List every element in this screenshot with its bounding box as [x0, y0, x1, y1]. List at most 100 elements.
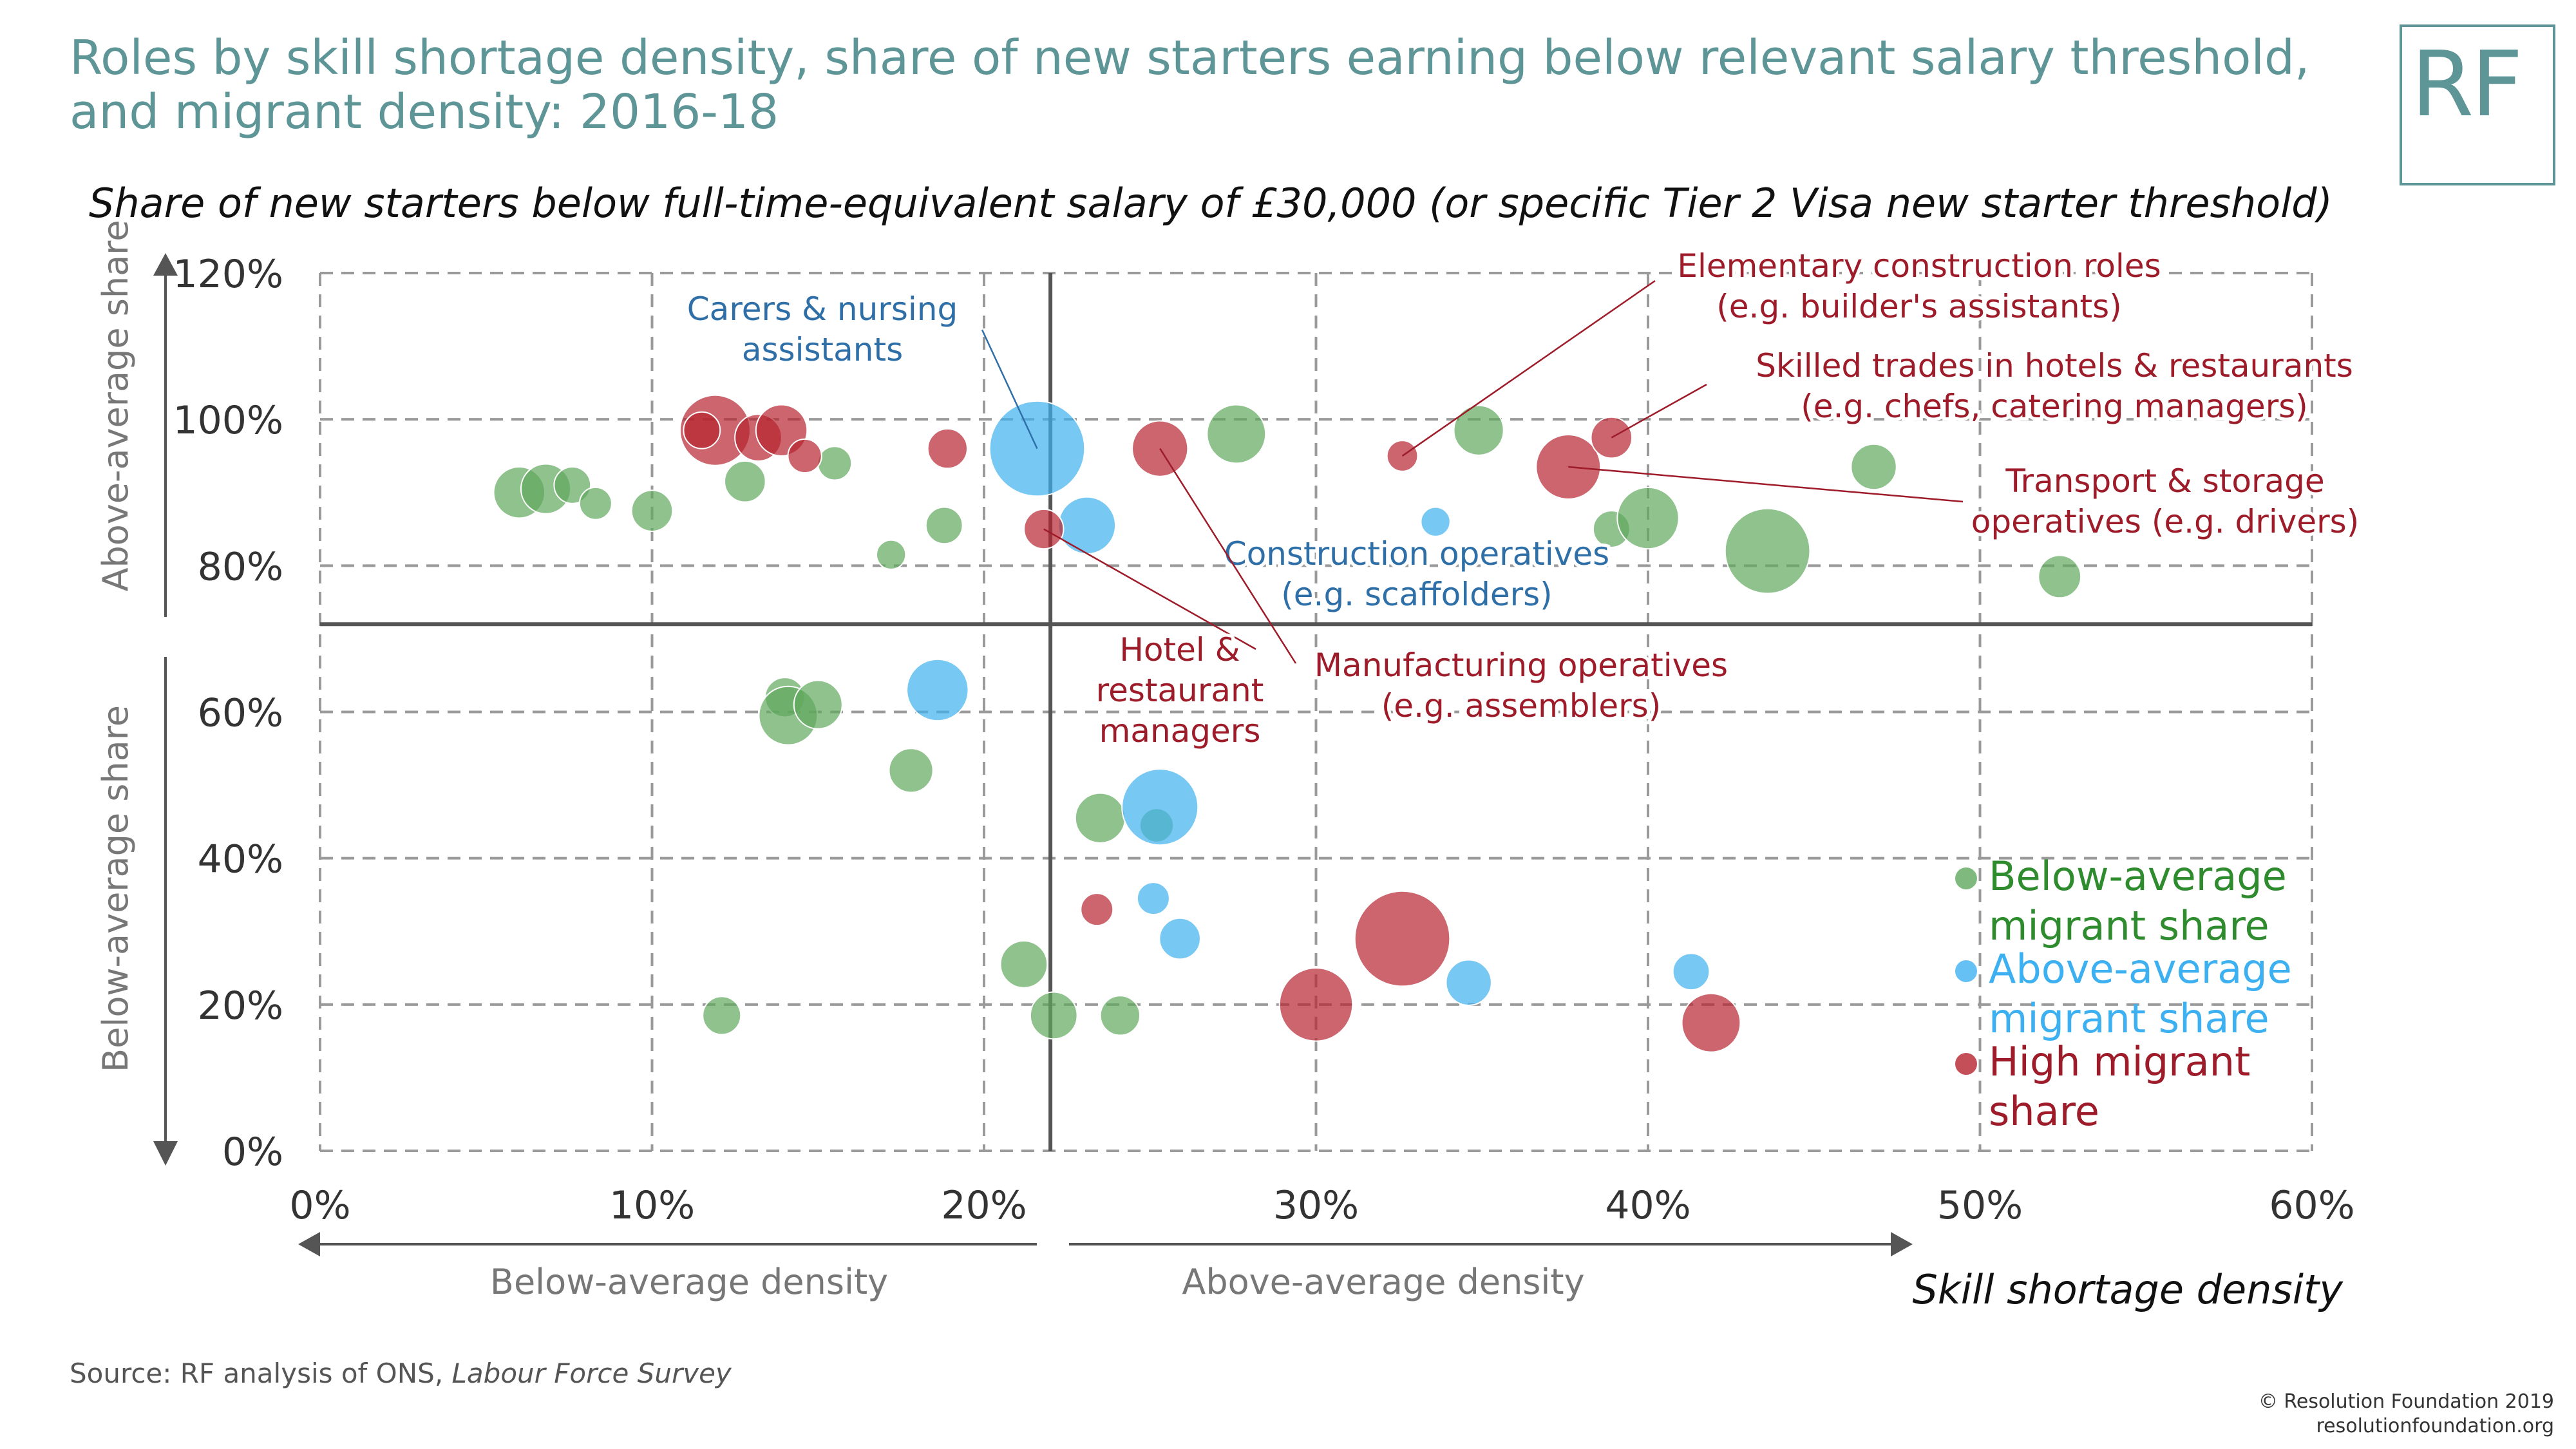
legend-label: Below-average — [1989, 853, 2287, 900]
x-tick-label: 50% — [1937, 1183, 2023, 1228]
annotation-label: Hotel & — [1119, 631, 1240, 668]
bubble — [906, 658, 969, 722]
arrow-left-icon — [298, 1232, 320, 1256]
bubble — [927, 428, 968, 469]
arrow-down-icon — [153, 1141, 178, 1166]
bubble — [1136, 882, 1170, 916]
bubble — [1099, 995, 1141, 1036]
legend-label: migrant share — [1989, 995, 2269, 1042]
copyright: © Resolution Foundation 2019 resolutionf… — [2259, 1390, 2554, 1439]
legend-label: migrant share — [1989, 902, 2269, 949]
bubble — [817, 446, 853, 481]
y-arrow-label-top: Above-average share — [95, 220, 136, 592]
x-axis-title: Skill shortage density — [1913, 1266, 2344, 1313]
bubble — [1672, 952, 1710, 991]
bubble — [1616, 486, 1680, 550]
rf-logo: RF — [2400, 24, 2555, 185]
rf-logo-text: RF — [2411, 32, 2523, 137]
annotation-label: Elementary construction roles — [1677, 247, 2161, 285]
bubble — [999, 940, 1048, 989]
legend-swatch — [1955, 1053, 1977, 1075]
bubble — [1386, 440, 1419, 472]
annotation-leader-line — [981, 329, 1038, 450]
bubble — [875, 539, 907, 571]
y-tick-label: 120% — [173, 252, 283, 297]
x-tick-label: 30% — [1273, 1183, 1359, 1228]
source-note: Source: RF analysis of ONS, Labour Force… — [70, 1358, 732, 1389]
legend-label: Above-average — [1989, 945, 2292, 992]
bubble — [1445, 959, 1492, 1006]
y-tick-label: 20% — [198, 983, 283, 1028]
annotation-label: (e.g. chefs, catering managers) — [1801, 388, 2308, 425]
x-tick-label: 60% — [2269, 1183, 2354, 1228]
chart-subtitle: Share of new starters below full-time-eq… — [89, 180, 2333, 227]
legend-swatch — [1955, 867, 1977, 889]
annotation-leader-line — [1568, 466, 1964, 503]
y-tick-label: 40% — [198, 837, 283, 882]
bubble — [1206, 404, 1267, 464]
bubble — [1420, 506, 1451, 537]
annotation-label: Transport & storage — [2005, 462, 2324, 500]
y-tick-label: 60% — [198, 691, 283, 736]
bubble — [1681, 992, 1741, 1053]
annotation-label: Construction operatives — [1224, 535, 1609, 573]
bubble — [1074, 792, 1126, 844]
annotation-leader-line — [1159, 448, 1297, 664]
legend-swatch — [1955, 960, 1977, 982]
annotation-label: (e.g. assemblers) — [1381, 687, 1661, 724]
x-arrow-label-left: Below-average density — [490, 1262, 888, 1302]
annotation-label: restaurant — [1096, 672, 1264, 709]
x-tick-label: 0% — [289, 1183, 350, 1228]
annotation-label: (e.g. scaffolders) — [1281, 576, 1552, 613]
bubble — [888, 748, 934, 793]
bubble — [553, 466, 592, 504]
bubble — [702, 996, 742, 1036]
annotation-label: Manufacturing operatives — [1314, 647, 1728, 684]
y-tick-label: 80% — [198, 544, 283, 589]
chart-title: Roles by skill shortage density, share o… — [70, 30, 2310, 140]
arrow-up-icon — [153, 253, 178, 276]
bubble-layer — [493, 394, 2082, 1053]
x-arrow-label-right: Above-average density — [1182, 1262, 1584, 1302]
bubble — [1354, 890, 1451, 987]
bubble — [1278, 967, 1354, 1042]
legend-label: High migrant — [1989, 1038, 2250, 1085]
bubble — [1121, 768, 1199, 846]
bubble — [1159, 917, 1201, 960]
bubble — [1080, 893, 1114, 927]
annotation-label: (e.g. builder's assistants) — [1716, 288, 2121, 325]
website-line: resolutionfoundation.org — [2316, 1415, 2554, 1437]
bubble — [1029, 991, 1078, 1040]
bubble — [2038, 554, 2082, 599]
y-tick-label: 100% — [173, 398, 283, 443]
annotation-label: assistants — [742, 331, 903, 368]
bubble — [578, 486, 612, 520]
x-tick-label: 10% — [609, 1183, 695, 1228]
source-italic: Labour Force Survey — [451, 1358, 732, 1389]
bubble — [630, 489, 674, 532]
y-arrow-label-bottom: Below-average share — [95, 705, 136, 1072]
bubble — [683, 411, 721, 450]
annotation-label: Carers & nursing — [687, 290, 958, 328]
bubble — [1057, 496, 1117, 555]
y-tick-label: 0% — [222, 1130, 283, 1175]
source-prefix: Source: RF analysis of ONS, — [70, 1358, 452, 1389]
annotation-leader-line — [1401, 279, 1656, 457]
bubble — [925, 506, 963, 545]
bubble — [787, 438, 822, 474]
arrow-right-icon — [1891, 1232, 1913, 1256]
bubble — [724, 460, 766, 503]
annotation-leader-line — [1611, 383, 1707, 439]
copyright-line: © Resolution Foundation 2019 — [2258, 1390, 2554, 1413]
x-tick-label: 40% — [1605, 1183, 1690, 1228]
bubble — [1724, 507, 1811, 594]
bubble — [1453, 404, 1504, 456]
axis-layer: Share of new starters below full-time-eq… — [89, 180, 2355, 1313]
annotation-leader-line — [1043, 528, 1256, 650]
annotation-label: managers — [1099, 712, 1261, 750]
annotation-label: Skilled trades in hotels & restaurants — [1756, 347, 2353, 384]
bubble — [793, 679, 843, 730]
